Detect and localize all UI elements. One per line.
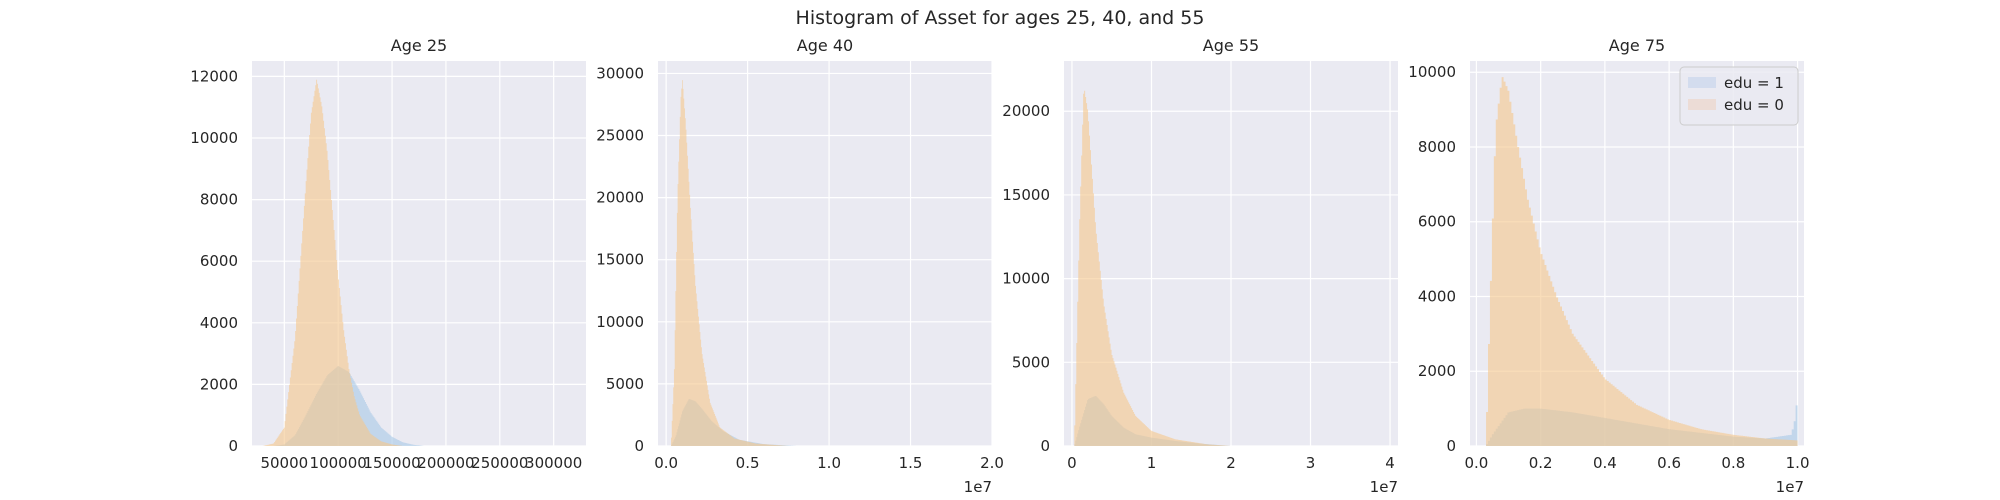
panel-title: Age 25 [391, 36, 447, 55]
y-tick-label: 15000 [1002, 186, 1050, 204]
panel-4: 0.0 0.2 0.4 0.6 0.8 1.0 0 2000 4000 6000 8000 10000… [1408, 36, 1809, 496]
legend-swatch [1688, 99, 1716, 110]
y-tick-label: 0 [634, 437, 644, 455]
x-tick-label: 4 [1385, 454, 1395, 472]
x-tick-label: 1.0 [1786, 454, 1810, 472]
legend-label: edu = 1 [1724, 74, 1784, 92]
x-tick-label: 1.0 [817, 454, 841, 472]
panel-2: 0.0 0.5 1.0 1.5 2.0 0 5000 10000 15000 20000 25000… [596, 36, 1004, 496]
y-tick-label: 4000 [200, 314, 238, 332]
y-tick-label: 0 [1446, 437, 1456, 455]
figure-title: Histogram of Asset for ages 25, 40, and … [796, 7, 1205, 29]
legend-label: edu = 0 [1724, 96, 1784, 114]
y-tick-label: 10000 [596, 313, 644, 331]
x-tick-label: 1.5 [899, 454, 923, 472]
x-tick-label: 2.0 [980, 454, 1004, 472]
y-tick-label: 30000 [596, 64, 644, 82]
y-tick-label: 5000 [606, 375, 644, 393]
y-tick-label: 20000 [596, 189, 644, 207]
x-tick-label: 50000 [260, 454, 308, 472]
y-tick-label: 2000 [200, 375, 238, 393]
y-tick-label: 0 [228, 437, 238, 455]
y-tick-label: 15000 [596, 251, 644, 269]
y-tick-label: 5000 [1012, 353, 1050, 371]
y-tick-label: 12000 [190, 67, 238, 85]
y-tick-label: 25000 [596, 127, 644, 145]
x-tick-label: 0 [1067, 454, 1077, 472]
x-offset-text: 1e7 [1370, 478, 1398, 496]
histogram-series-edu-0 [1486, 77, 1798, 446]
x-tick-label: 300000 [525, 454, 582, 472]
y-tick-label: 10000 [1002, 270, 1050, 288]
panel-title: Age 40 [797, 36, 853, 55]
x-tick-label: 1 [1147, 454, 1157, 472]
y-tick-label: 8000 [200, 191, 238, 209]
y-tick-label: 6000 [200, 252, 238, 270]
histogram-series-edu-0 [262, 79, 403, 446]
legend-swatch [1688, 77, 1716, 88]
x-tick-label: 0.2 [1529, 454, 1553, 472]
panel-title: Age 55 [1203, 36, 1259, 55]
legend: edu = 1 edu = 0 [1679, 66, 1799, 126]
panels: 50000 10000015000020000025000030000002000… [190, 36, 1809, 496]
y-tick-label: 2000 [1418, 362, 1456, 380]
x-tick-label: 200000 [417, 454, 474, 472]
x-tick-label: 150000 [363, 454, 420, 472]
x-tick-label: 0.4 [1593, 454, 1617, 472]
y-tick-label: 0 [1040, 437, 1050, 455]
plot-area [658, 61, 992, 446]
x-tick-label: 250000 [471, 454, 528, 472]
x-tick-label: 0.0 [654, 454, 678, 472]
panel-3: 0 1 2 3 4 0 5000 10000 15000 20000 Age 55 1e7 [1002, 36, 1398, 496]
x-tick-label: 0.6 [1657, 454, 1681, 472]
x-tick-label: 100000 [310, 454, 367, 472]
x-tick-label: 3 [1306, 454, 1316, 472]
y-tick-label: 8000 [1418, 138, 1456, 156]
x-offset-text: 1e7 [1776, 478, 1804, 496]
y-tick-label: 10000 [1408, 63, 1456, 81]
y-tick-label: 10000 [190, 129, 238, 147]
x-offset-text: 1e7 [964, 478, 992, 496]
x-tick-label: 2 [1226, 454, 1236, 472]
histogram-series-edu-0 [671, 80, 789, 446]
y-tick-label: 4000 [1418, 287, 1456, 305]
y-tick-label: 20000 [1002, 102, 1050, 120]
x-tick-label: 0.0 [1464, 454, 1488, 472]
x-tick-label: 0.5 [736, 454, 760, 472]
histogram-series-edu-0 [1074, 90, 1231, 447]
x-tick-label: 0.8 [1721, 454, 1745, 472]
panel-title: Age 75 [1609, 36, 1665, 55]
y-tick-label: 6000 [1418, 213, 1456, 231]
